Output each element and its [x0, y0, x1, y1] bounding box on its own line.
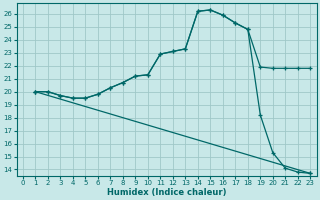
X-axis label: Humidex (Indice chaleur): Humidex (Indice chaleur): [107, 188, 226, 197]
